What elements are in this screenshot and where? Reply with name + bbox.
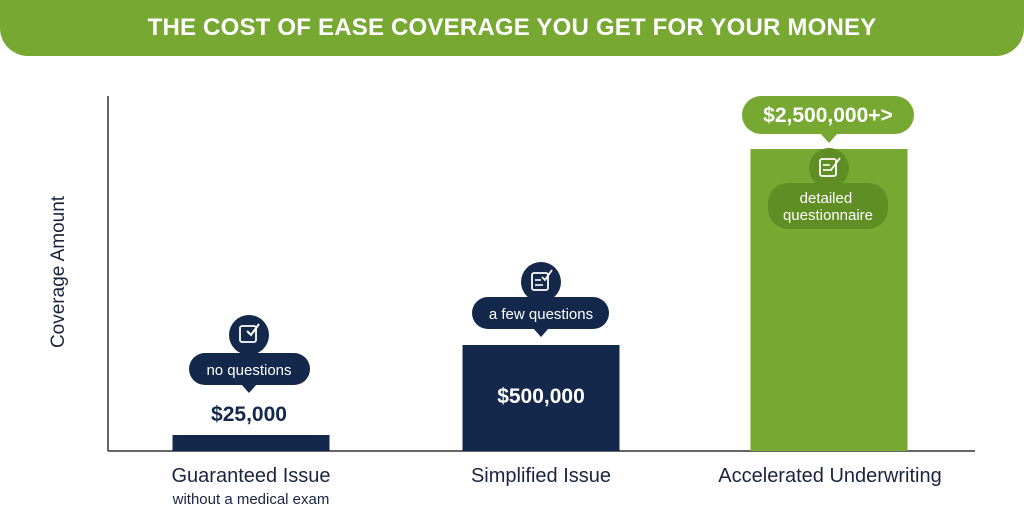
annotation-text-detailed-questionnaire: detailed questionnaire — [783, 190, 873, 224]
annotation-pill-detailed-questionnaire: detailed questionnaire — [768, 183, 888, 229]
annotation-pill-a-few-questions: a few questions — [472, 297, 609, 337]
bar-guaranteed-issue — [172, 435, 330, 451]
annotation-text-no-questions: no questions — [206, 362, 291, 379]
annotation-text-a-few-questions: a few questions — [489, 306, 593, 323]
value-label-simplified-issue: $500,000 — [497, 385, 585, 408]
category-sublabel-guaranteed-issue: without a medical exam — [172, 491, 330, 508]
category-label-accelerated-underwriting: Accelerated Underwriting — [718, 465, 941, 487]
annotation-pill-no-questions: no questions — [189, 353, 310, 393]
value-label-guaranteed-issue: $25,000 — [211, 403, 287, 426]
value-pill-accelerated-underwriting: $2,500,000+> — [742, 96, 914, 143]
questionnaire-icon — [809, 148, 849, 188]
checkbox-icon — [229, 315, 269, 355]
category-label-guaranteed-issue: Guaranteed Issue — [172, 465, 331, 487]
chart-title: THE COST OF EASE COVERAGE YOU GET FOR YO… — [147, 14, 877, 41]
value-label-accelerated-underwriting: $2,500,000+> — [763, 104, 893, 127]
y-axis-label: Coverage Amount — [48, 195, 69, 348]
checklist-icon — [521, 262, 561, 302]
bar-simplified-issue — [462, 345, 620, 451]
title-banner: THE COST OF EASE COVERAGE YOU GET FOR YO… — [0, 0, 1024, 56]
category-label-simplified-issue: Simplified Issue — [471, 465, 611, 487]
